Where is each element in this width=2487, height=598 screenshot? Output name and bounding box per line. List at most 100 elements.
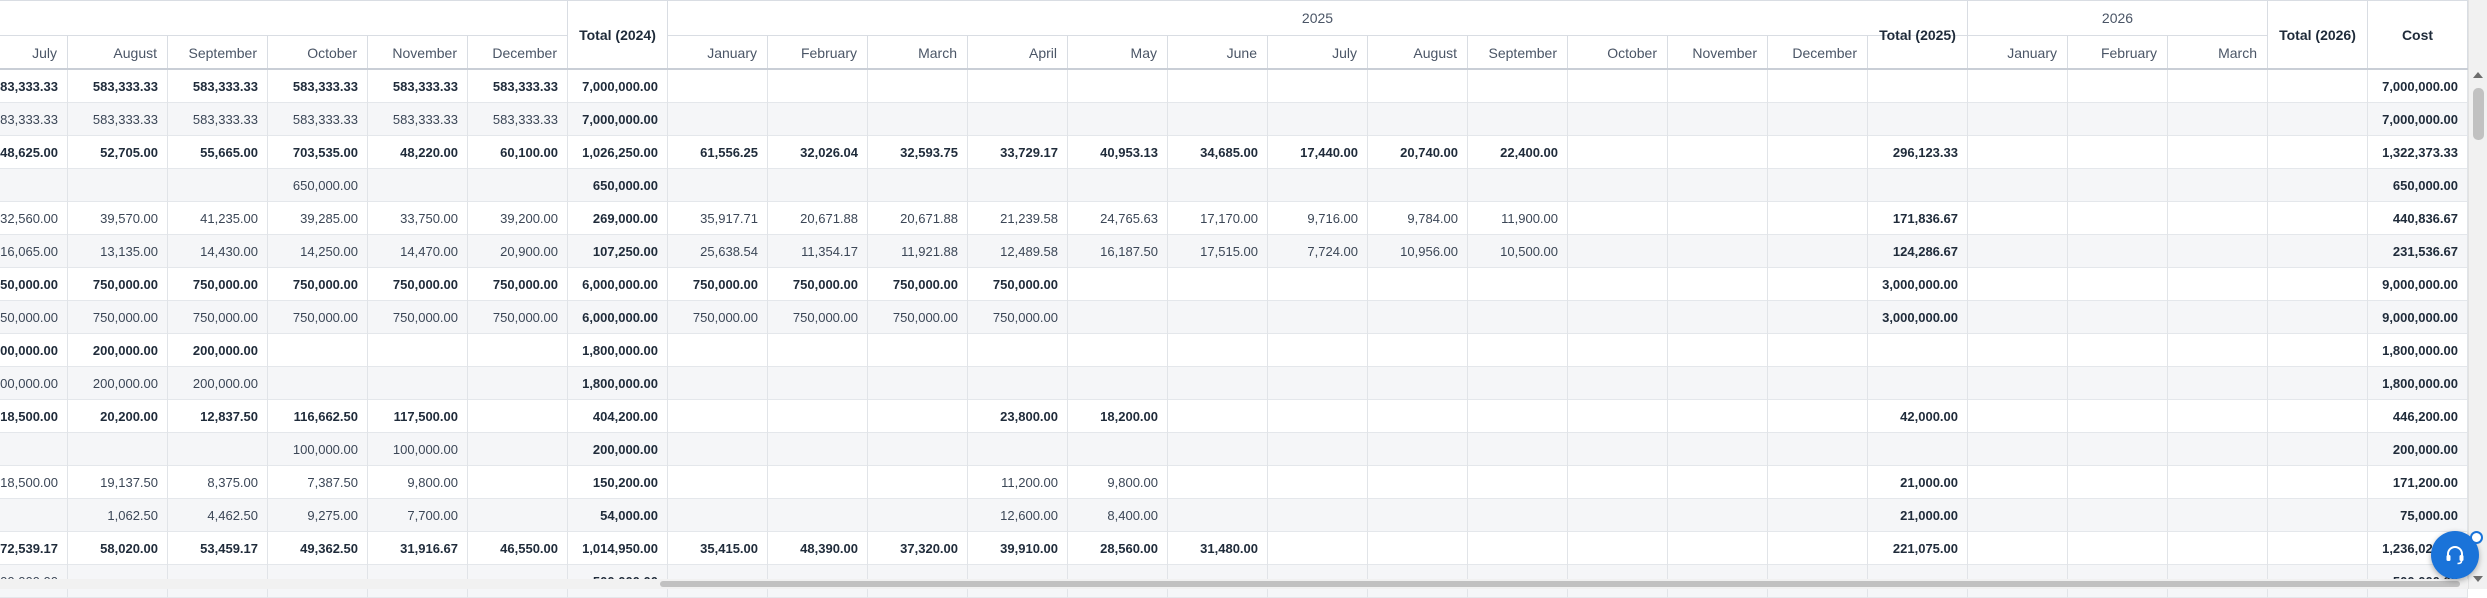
table-cell[interactable]: 75,000.00 — [2368, 499, 2468, 532]
table-cell[interactable] — [1368, 334, 1468, 367]
table-cell[interactable]: 7,387.50 — [268, 466, 368, 499]
table-cell[interactable] — [668, 499, 768, 532]
table-cell[interactable]: 1,800,000.00 — [2368, 367, 2468, 400]
table-cell[interactable]: 7,000,000.00 — [2368, 70, 2468, 103]
table-row[interactable]: 100,000.00 100,000.00 200,000.00 200,000.00 — [0, 433, 2468, 466]
table-cell[interactable] — [2168, 103, 2268, 136]
table-cell[interactable]: 200,000.00 — [68, 367, 168, 400]
table-row[interactable]: 32,560.00 39,570.00 41,235.00 39,285.00 33,7… — [0, 202, 2468, 235]
table-cell[interactable]: 33,729.17 — [968, 136, 1068, 169]
table-cell[interactable]: 583,333.33 — [68, 70, 168, 103]
table-cell[interactable]: 650,000.00 — [2368, 169, 2468, 202]
table-cell[interactable]: 583,333.33 — [468, 103, 568, 136]
table-cell[interactable] — [2068, 367, 2168, 400]
table-cell[interactable] — [2068, 301, 2168, 334]
table-cell[interactable] — [1368, 268, 1468, 301]
table-cell[interactable] — [768, 367, 868, 400]
table-cell[interactable] — [1068, 169, 1168, 202]
table-cell[interactable] — [868, 400, 968, 433]
table-cell[interactable] — [368, 169, 468, 202]
table-cell[interactable] — [1668, 367, 1768, 400]
table-cell[interactable]: 100,000.00 — [268, 433, 368, 466]
table-cell[interactable]: 6,000,000.00 — [568, 301, 668, 334]
table-cell[interactable]: 11,900.00 — [1468, 202, 1568, 235]
table-cell[interactable] — [2268, 466, 2368, 499]
table-cell[interactable] — [1268, 433, 1368, 466]
table-cell[interactable]: 7,000,000.00 — [568, 70, 668, 103]
table-cell[interactable]: 269,000.00 — [568, 202, 668, 235]
table-cell[interactable] — [2168, 70, 2268, 103]
table-cell[interactable] — [1968, 466, 2068, 499]
table-cell[interactable] — [1768, 70, 1868, 103]
table-cell[interactable] — [968, 367, 1068, 400]
table-cell[interactable] — [1268, 103, 1368, 136]
table-cell[interactable] — [1768, 103, 1868, 136]
table-cell[interactable]: 750,000.00 — [468, 268, 568, 301]
table-cell[interactable] — [968, 433, 1068, 466]
table-cell[interactable]: 446,200.00 — [2368, 400, 2468, 433]
table-cell[interactable]: 17,170.00 — [1168, 202, 1268, 235]
table-cell[interactable]: 583,333.33 — [0, 103, 68, 136]
scroll-up-arrow-icon[interactable] — [2473, 72, 2483, 78]
table-cell[interactable]: 1,800,000.00 — [568, 334, 668, 367]
table-cell[interactable]: 650,000.00 — [568, 169, 668, 202]
table-cell[interactable] — [2268, 400, 2368, 433]
table-cell[interactable]: 1,062.50 — [68, 499, 168, 532]
column-header-december[interactable]: December — [1768, 36, 1868, 69]
table-cell[interactable]: 750,000.00 — [68, 301, 168, 334]
table-cell[interactable] — [2068, 466, 2168, 499]
table-cell[interactable]: 39,910.00 — [968, 532, 1068, 565]
table-cell[interactable] — [2168, 136, 2268, 169]
table-cell[interactable]: 9,800.00 — [368, 466, 468, 499]
table-cell[interactable] — [1068, 334, 1168, 367]
table-cell[interactable]: 8,400.00 — [1068, 499, 1168, 532]
table-row[interactable]: 18,500.00 20,200.00 12,837.50 116,662.50 117… — [0, 400, 2468, 433]
table-cell[interactable]: 39,285.00 — [268, 202, 368, 235]
column-header-total-2024[interactable]: Total (2024) — [568, 0, 668, 69]
table-cell[interactable]: 650,000.00 — [268, 169, 368, 202]
table-cell[interactable]: 14,430.00 — [168, 235, 268, 268]
table-cell[interactable] — [1868, 169, 1968, 202]
table-cell[interactable] — [1168, 70, 1268, 103]
table-cell[interactable] — [868, 103, 968, 136]
horizontal-scrollbar[interactable] — [0, 579, 2468, 589]
table-cell[interactable] — [1068, 103, 1168, 136]
table-row[interactable]: 16,065.00 13,135.00 14,430.00 14,250.00 14,4… — [0, 235, 2468, 268]
table-cell[interactable]: 21,000.00 — [1868, 499, 1968, 532]
column-header-october[interactable]: October — [268, 36, 368, 69]
table-cell[interactable]: 42,000.00 — [1868, 400, 1968, 433]
table-cell[interactable]: 48,220.00 — [368, 136, 468, 169]
table-cell[interactable] — [1068, 70, 1168, 103]
table-cell[interactable] — [668, 400, 768, 433]
table-cell[interactable] — [1268, 169, 1368, 202]
table-cell[interactable] — [1668, 103, 1768, 136]
table-cell[interactable] — [668, 433, 768, 466]
table-cell[interactable] — [1968, 202, 2068, 235]
table-cell[interactable] — [2168, 235, 2268, 268]
table-cell[interactable]: 20,740.00 — [1368, 136, 1468, 169]
table-cell[interactable] — [2068, 169, 2168, 202]
table-cell[interactable] — [1368, 433, 1468, 466]
table-cell[interactable] — [1468, 367, 1568, 400]
table-cell[interactable] — [1968, 70, 2068, 103]
table-cell[interactable]: 12,600.00 — [968, 499, 1068, 532]
table-cell[interactable]: 583,333.33 — [268, 103, 368, 136]
table-cell[interactable] — [968, 334, 1068, 367]
table-cell[interactable]: 18,200.00 — [1068, 400, 1168, 433]
table-cell[interactable] — [1768, 466, 1868, 499]
column-header-january[interactable]: January — [1968, 36, 2068, 69]
table-cell[interactable] — [2068, 235, 2168, 268]
table-cell[interactable] — [1168, 103, 1268, 136]
table-cell[interactable] — [1568, 202, 1668, 235]
table-row[interactable]: 583,333.33583,333.33583,333.33583,333.33… — [0, 70, 2468, 103]
table-cell[interactable]: 583,333.33 — [468, 70, 568, 103]
table-cell[interactable]: 200,000.00 — [568, 433, 668, 466]
table-cell[interactable] — [1568, 103, 1668, 136]
table-cell[interactable]: 17,515.00 — [1168, 235, 1268, 268]
table-cell[interactable] — [1768, 136, 1868, 169]
table-cell[interactable] — [868, 466, 968, 499]
table-cell[interactable]: 55,665.00 — [168, 136, 268, 169]
column-header-january[interactable]: January — [668, 36, 768, 69]
table-cell[interactable] — [1168, 400, 1268, 433]
table-cell[interactable] — [868, 499, 968, 532]
